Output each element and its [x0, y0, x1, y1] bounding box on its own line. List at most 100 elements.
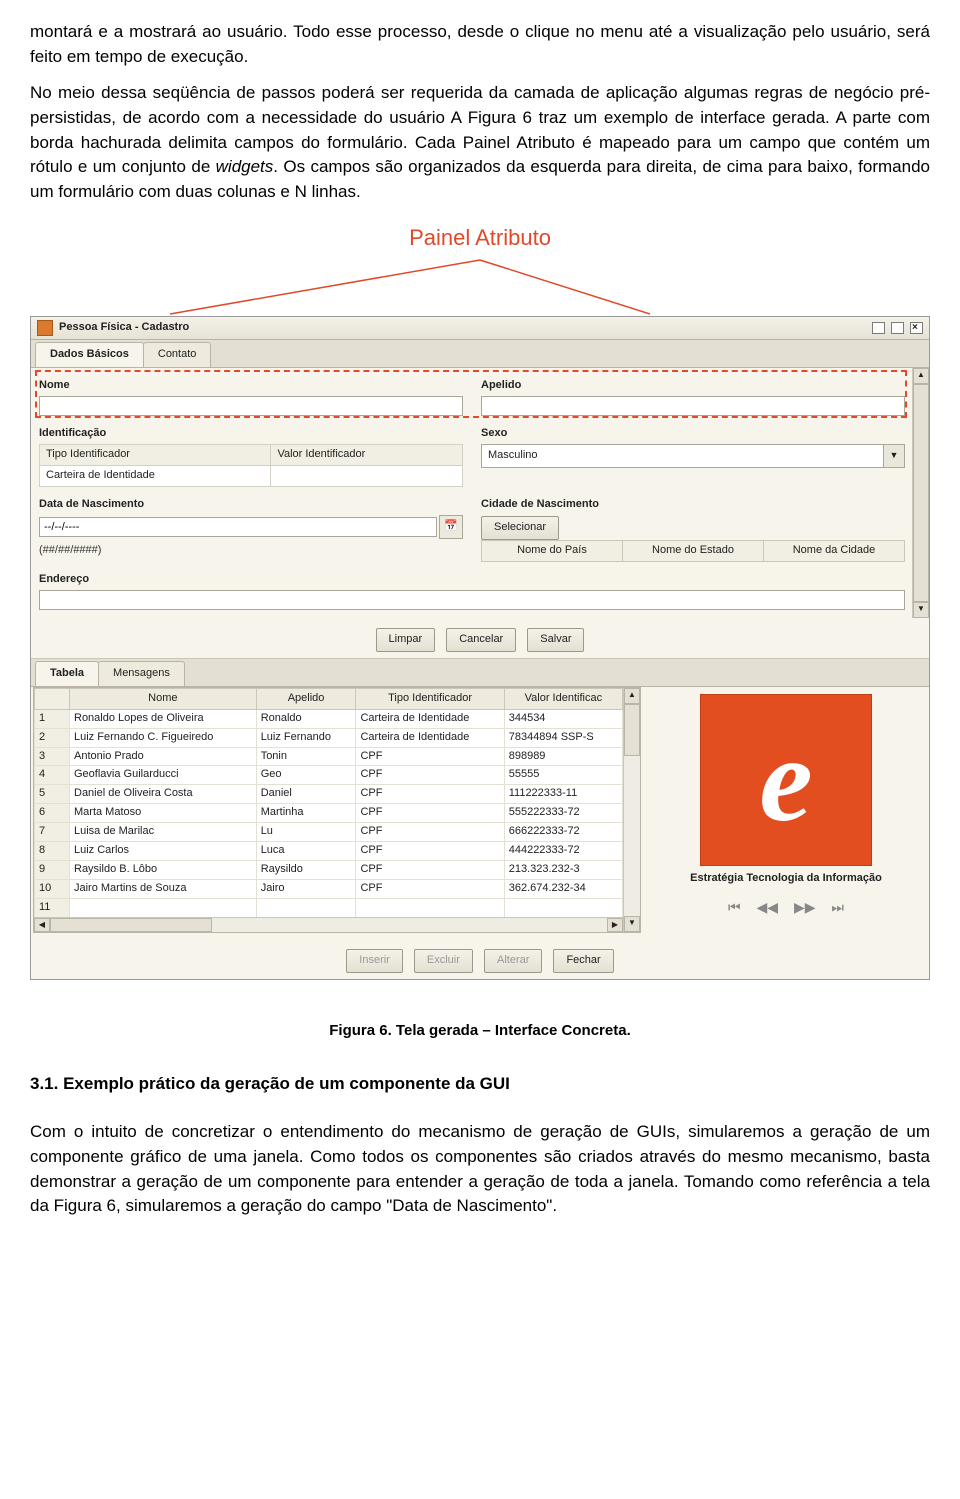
table-row[interactable]: 9Raysildo B. LôboRaysildoCPF213.323.232-… [35, 861, 623, 880]
label-sexo: Sexo [481, 426, 905, 442]
table-cell: CPF [356, 766, 504, 785]
grid-header: Tipo Identificador [356, 688, 504, 709]
grid-header: Valor Identificac [504, 688, 622, 709]
endereco-input[interactable] [39, 590, 905, 610]
table-cell: Geoflavia Guilarducci [70, 766, 257, 785]
nome-input[interactable] [39, 396, 463, 416]
annotation-label: Painel Atributo [409, 225, 551, 250]
tab-dados-basicos[interactable]: Dados Básicos [35, 342, 144, 367]
table-row[interactable]: 2Luiz Fernando C. FigueiredoLuiz Fernand… [35, 728, 623, 747]
window-title: Pessoa Física - Cadastro [59, 320, 189, 336]
grid-vscroll[interactable]: ▲ ▼ [623, 688, 640, 932]
table-row[interactable]: 11 [35, 899, 623, 917]
label-nome: Nome [39, 378, 463, 394]
calendar-icon[interactable]: 📅 [439, 515, 463, 539]
table-cell: Ronaldo [256, 709, 356, 728]
table-cell: Jairo Martins de Souza [70, 880, 257, 899]
cancelar-button[interactable]: Cancelar [446, 628, 516, 652]
brand-logo: e [701, 695, 871, 865]
selecionar-button[interactable]: Selecionar [481, 516, 559, 540]
brand-logo-glyph: e [701, 695, 871, 865]
inserir-button[interactable]: Inserir [346, 949, 403, 973]
hdr-nome-pais: Nome do País [482, 541, 623, 561]
table-cell: Daniel de Oliveira Costa [70, 785, 257, 804]
sexo-value: Masculino [482, 448, 883, 464]
table-cell: 898989 [504, 747, 622, 766]
table-row[interactable]: 10Jairo Martins de SouzaJairoCPF362.674.… [35, 880, 623, 899]
scroll-left-icon[interactable]: ◀ [34, 918, 50, 932]
identificacao-mini-table: Tipo Identificador Valor Identificador C… [39, 444, 463, 487]
limpar-button[interactable]: Limpar [376, 628, 436, 652]
pager: ⏮ ◀◀ ▶▶ ⏭ [651, 897, 921, 917]
window-min-icon[interactable] [872, 322, 885, 334]
figure-caption: Figura 6. Tela gerada – Interface Concre… [30, 1020, 930, 1042]
th-tipo-ident: Tipo Identificador [40, 445, 271, 466]
td-carteira[interactable]: Carteira de Identidade [40, 466, 271, 487]
hdr-nome-estado: Nome do Estado [623, 541, 764, 561]
excluir-button[interactable]: Excluir [414, 949, 473, 973]
table-cell: 1 [35, 709, 70, 728]
table-cell: 362.674.232-34 [504, 880, 622, 899]
table-row[interactable]: 1Ronaldo Lopes de OliveiraRonaldoCarteir… [35, 709, 623, 728]
chevron-down-icon[interactable]: ▼ [883, 445, 904, 467]
table-cell: 9 [35, 861, 70, 880]
pager-next-icon[interactable]: ▶▶ [794, 899, 816, 915]
app-window: Pessoa Física - Cadastro × Dados Básicos… [30, 316, 930, 980]
scroll-down-icon[interactable]: ▼ [913, 602, 929, 618]
salvar-button[interactable]: Salvar [527, 628, 584, 652]
td-valor-ident[interactable] [271, 466, 463, 487]
table-cell: Daniel [256, 785, 356, 804]
label-apelido: Apelido [481, 378, 905, 394]
section-heading: 3.1. Exemplo prático da geração de um co… [30, 1072, 930, 1097]
alterar-button[interactable]: Alterar [484, 949, 542, 973]
tab-mensagens[interactable]: Mensagens [98, 661, 185, 686]
scroll-down-icon[interactable]: ▼ [624, 916, 640, 932]
window-close-icon[interactable]: × [910, 322, 923, 334]
label-cidade-nasc: Cidade de Nascimento [481, 497, 905, 513]
pager-prev-icon[interactable]: ◀◀ [757, 899, 779, 915]
table-cell: 5 [35, 785, 70, 804]
paragraph-3: Com o intuito de concretizar o entendime… [30, 1120, 930, 1219]
table-cell: 2 [35, 728, 70, 747]
scroll-up-icon[interactable]: ▲ [624, 688, 640, 704]
table-row[interactable]: 3Antonio PradoToninCPF898989 [35, 747, 623, 766]
table-row[interactable]: 8Luiz CarlosLucaCPF444222333-72 [35, 842, 623, 861]
table-cell: 111222333-11 [504, 785, 622, 804]
tab-contato[interactable]: Contato [143, 342, 212, 367]
hdr-nome-cidade: Nome da Cidade [764, 541, 904, 561]
grid-header: Nome [70, 688, 257, 709]
annotation-wrap: Painel Atributo [30, 222, 930, 316]
apelido-input[interactable] [481, 396, 905, 416]
label-data-nasc: Data de Nascimento [39, 497, 463, 513]
window-titlebar: Pessoa Física - Cadastro × [31, 317, 929, 340]
table-cell: 344534 [504, 709, 622, 728]
pager-last-icon[interactable]: ⏭ [831, 899, 844, 915]
tab-tabela[interactable]: Tabela [35, 661, 99, 686]
th-valor-ident: Valor Identificador [271, 445, 463, 466]
table-cell: Raysildo [256, 861, 356, 880]
window-max-icon[interactable] [891, 322, 904, 334]
table-cell: Luiz Fernando C. Figueiredo [70, 728, 257, 747]
table-cell: Luisa de Marilac [70, 823, 257, 842]
pointer-lines-icon [30, 256, 930, 316]
paragraph-2: No meio dessa seqüência de passos poderá… [30, 81, 930, 204]
table-cell: 11 [35, 899, 70, 917]
data-nasc-input[interactable] [39, 517, 437, 537]
sexo-combo[interactable]: Masculino ▼ [481, 444, 905, 468]
scroll-up-icon[interactable]: ▲ [913, 368, 929, 384]
table-cell: Marta Matoso [70, 804, 257, 823]
fechar-button[interactable]: Fechar [553, 949, 613, 973]
data-grid[interactable]: NomeApelidoTipo IdentificadorValor Ident… [34, 688, 623, 917]
pager-first-icon[interactable]: ⏮ [728, 899, 741, 915]
table-row[interactable]: 5Daniel de Oliveira CostaDanielCPF111222… [35, 785, 623, 804]
scroll-right-icon[interactable]: ▶ [607, 918, 623, 932]
logo-panel: e Estratégia Tecnologia da Informação ⏮ … [643, 687, 929, 939]
brand-caption: Estratégia Tecnologia da Informação [651, 871, 921, 887]
table-row[interactable]: 4Geoflavia GuilarducciGeoCPF55555 [35, 766, 623, 785]
table-cell: 555222333-72 [504, 804, 622, 823]
form-scrollbar[interactable]: ▲ ▼ [912, 368, 929, 618]
table-row[interactable]: 6Marta MatosoMartinhaCPF555222333-72 [35, 804, 623, 823]
button-row-upper: Limpar Cancelar Salvar [31, 618, 929, 658]
grid-hscroll[interactable]: ◀ ▶ [34, 917, 623, 932]
table-row[interactable]: 7Luisa de MarilacLuCPF666222333-72 [35, 823, 623, 842]
